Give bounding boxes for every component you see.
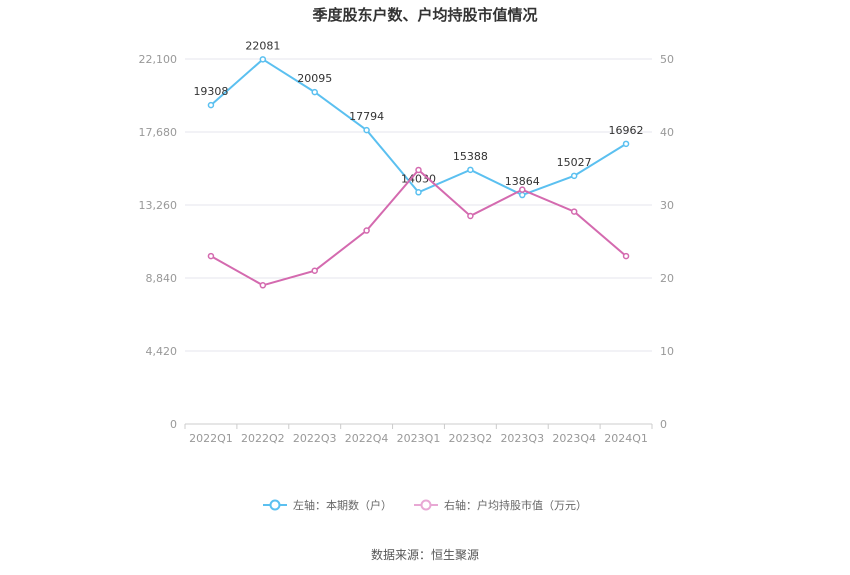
- x-axis-category-label: 2023Q1: [397, 432, 441, 445]
- legend-marker-market-value-icon: [414, 499, 438, 511]
- right-axis-tick-label: 50: [660, 53, 674, 66]
- series-point-1: [207, 252, 215, 260]
- legend-item-market-value[interactable]: 右轴：户均持股市值（万元）: [414, 497, 587, 513]
- series-point-0: [622, 140, 630, 148]
- x-axis-category-label: 2022Q3: [293, 432, 337, 445]
- data-label: 14030: [401, 172, 436, 185]
- series-point-0: [467, 166, 474, 174]
- right-axis-tick-label: 10: [660, 345, 674, 358]
- right-axis-tick-label: 0: [660, 418, 667, 431]
- series-point-1: [311, 267, 318, 274]
- data-label: 22081: [245, 39, 280, 52]
- series-point-1: [570, 208, 578, 215]
- right-axis-tick-label: 40: [660, 126, 674, 139]
- legend: 左轴：本期数（户） 右轴：户均持股市值（万元）: [0, 497, 850, 513]
- left-axis-tick-label: 13,260: [139, 199, 178, 212]
- legend-marker-households-icon: [263, 499, 287, 511]
- left-axis-tick-label: 22,100: [139, 53, 178, 66]
- data-label: 15027: [557, 156, 592, 169]
- left-axis-tick-label: 8,840: [146, 272, 178, 285]
- series-point-0: [519, 191, 526, 199]
- x-axis-category-label: 2022Q1: [189, 432, 233, 445]
- chart-title: 季度股东户数、户均持股市值情况: [312, 6, 538, 24]
- data-source: 数据来源：恒生聚源: [370, 548, 479, 562]
- data-label: 20095: [297, 72, 332, 85]
- series-point-1: [519, 186, 526, 193]
- x-axis-category-label: 2023Q4: [552, 432, 596, 445]
- right-axis-tick-label: 30: [660, 199, 674, 212]
- x-axis-category-label: 2023Q3: [500, 432, 544, 445]
- left-axis-tick-label: 17,680: [139, 126, 178, 139]
- line-chart: 0 0 4,420 10 8,840 20 13,260 30 17,680 40 22,100 50…: [139, 39, 675, 445]
- series-point-0: [415, 189, 422, 196]
- series-point-0: [363, 126, 370, 134]
- series-point-0: [259, 56, 267, 63]
- data-label: 13864: [505, 175, 540, 188]
- series-point-0: [207, 101, 215, 109]
- data-label: 19308: [193, 85, 228, 98]
- series-line-1: [210, 168, 627, 287]
- series-point-0: [570, 172, 578, 180]
- x-axis-category-label: 2024Q1: [604, 432, 648, 445]
- data-label: 16962: [609, 124, 644, 137]
- series-point-1: [259, 282, 267, 289]
- series-point-1: [622, 252, 630, 260]
- legend-label-households: 左轴：本期数（户）: [293, 499, 392, 512]
- x-axis-category-label: 2023Q2: [449, 432, 493, 445]
- legend-item-households[interactable]: 左轴：本期数（户）: [263, 497, 392, 513]
- left-axis-tick-label: 4,420: [146, 345, 178, 358]
- x-axis-category-label: 2022Q2: [241, 432, 285, 445]
- data-label: 15388: [453, 150, 488, 163]
- series-point-1: [415, 166, 422, 174]
- x-axis-category-label: 2022Q4: [345, 432, 389, 445]
- legend-label-market-value: 右轴：户均持股市值（万元）: [444, 499, 587, 512]
- right-axis-tick-label: 20: [660, 272, 674, 285]
- left-axis-tick-label: 0: [170, 418, 177, 431]
- data-label: 17794: [349, 110, 384, 123]
- series-point-1: [467, 212, 474, 220]
- series-point-0: [311, 88, 318, 96]
- series-point-1: [363, 227, 370, 234]
